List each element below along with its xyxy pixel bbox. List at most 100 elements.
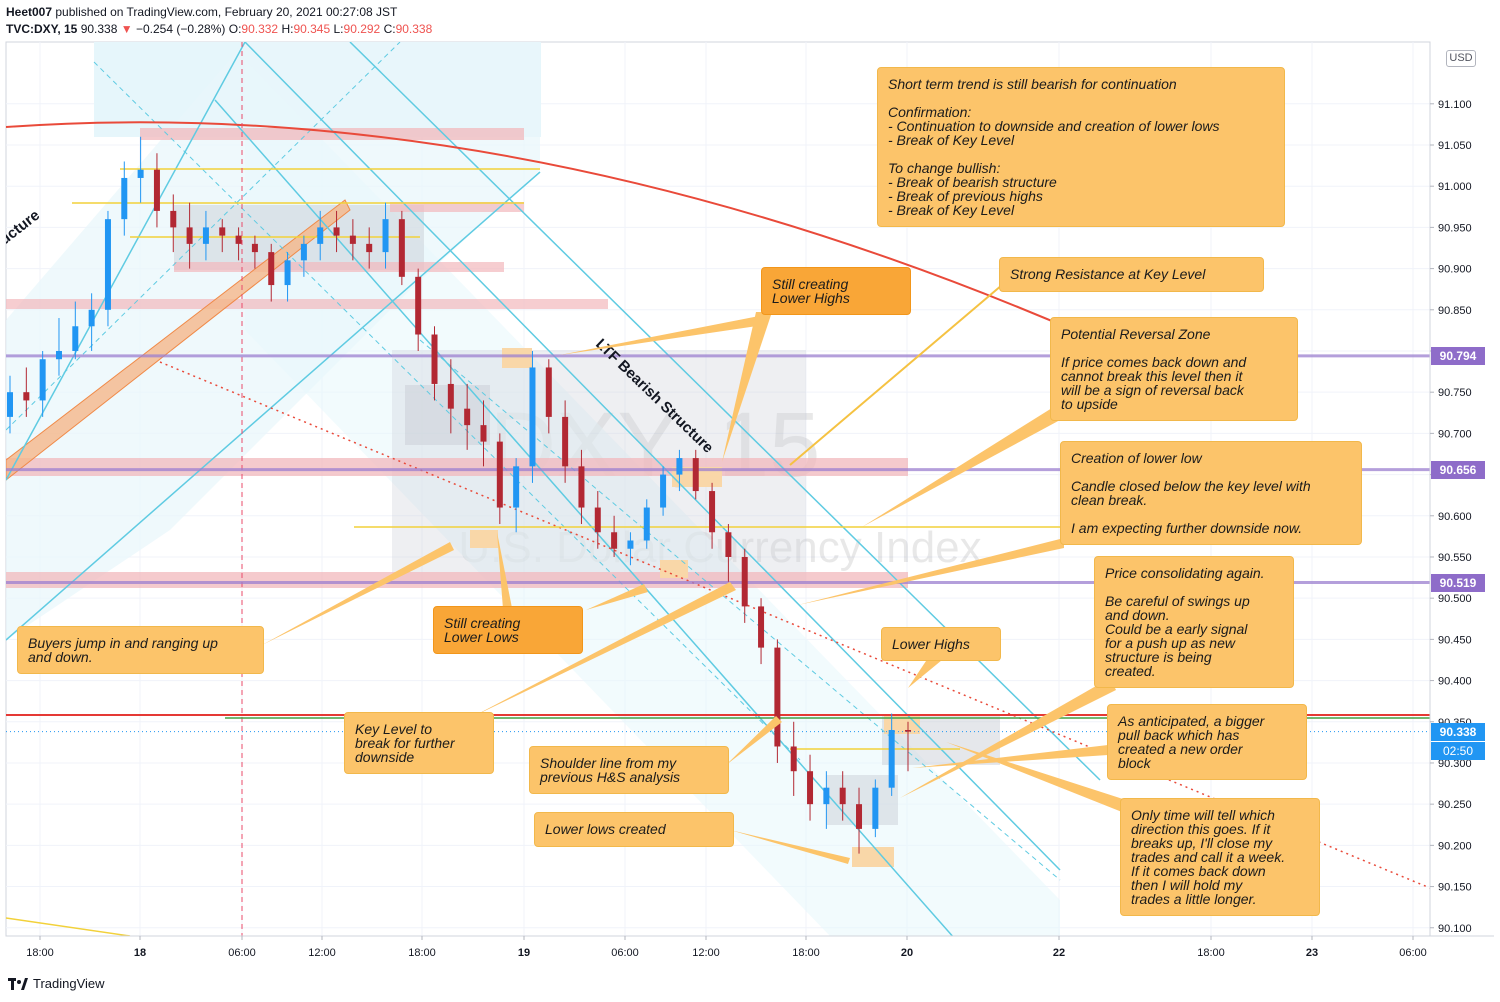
note-anticipated[interactable]: As anticipated, a bigger pull back which… <box>1107 704 1307 780</box>
note-lower-low[interactable]: Creation of lower low Candle closed belo… <box>1060 441 1362 545</box>
candlestick-series[interactable] <box>7 136 911 854</box>
rising-channel[interactable] <box>6 199 351 481</box>
supply-zone[interactable] <box>390 202 524 212</box>
note-reversal-zone[interactable]: Potential Reversal Zone If price comes b… <box>1050 317 1298 421</box>
candle-body[interactable] <box>464 408 471 426</box>
open-label: O: <box>228 22 242 36</box>
time-axis[interactable]: 18:00 18 06:00 12:00 18:00 19 06:00 12:00 18:00 2… <box>6 935 1494 959</box>
supply-zone[interactable] <box>6 458 908 476</box>
supply-zone[interactable] <box>174 262 504 272</box>
candle-body[interactable] <box>447 383 454 409</box>
candle-body[interactable] <box>839 787 846 805</box>
candle-body[interactable] <box>219 227 226 236</box>
candle-body[interactable] <box>888 730 895 788</box>
candle-body[interactable] <box>366 243 373 253</box>
candle-body[interactable] <box>104 219 111 310</box>
candle-body[interactable] <box>153 169 160 211</box>
candle-body[interactable] <box>660 474 667 508</box>
candle-body[interactable] <box>284 260 291 286</box>
candle-body[interactable] <box>349 235 356 244</box>
note-still-lower-lows[interactable]: Still creating Lower Lows <box>433 606 583 654</box>
candle-body[interactable] <box>480 425 487 442</box>
candle-body[interactable] <box>251 243 258 253</box>
note-still-lower-highs[interactable]: Still creating Lower Highs <box>761 267 911 315</box>
currency-badge[interactable]: USD <box>1446 50 1476 67</box>
candle-body[interactable] <box>88 309 95 327</box>
candle-body[interactable] <box>268 252 275 286</box>
candle-body[interactable] <box>578 466 585 508</box>
consolidation-box[interactable] <box>405 385 490 445</box>
candle-body[interactable] <box>758 606 765 648</box>
demand-zone[interactable] <box>6 572 908 588</box>
candle-body[interactable] <box>905 730 911 732</box>
note-buyers[interactable]: Buyers jump in and ranging up and down. <box>17 626 264 674</box>
candle-body[interactable] <box>7 392 13 417</box>
candle-body[interactable] <box>562 416 569 467</box>
candle-body[interactable] <box>496 441 503 508</box>
key-level-price-tag: 90.794 <box>1431 346 1485 365</box>
candle-body[interactable] <box>382 219 389 253</box>
bar-countdown: 02:50 <box>1431 741 1485 760</box>
candle-body[interactable] <box>431 334 438 384</box>
candle-body[interactable] <box>774 647 781 747</box>
candle-body[interactable] <box>790 746 797 772</box>
x-tick-label: 22 <box>1053 947 1065 959</box>
tradingview-logo[interactable]: TradingView <box>8 976 105 991</box>
candle-body[interactable] <box>333 227 340 236</box>
candle-body[interactable] <box>643 507 650 541</box>
candle-body[interactable] <box>709 491 716 533</box>
candle-body[interactable] <box>23 392 30 401</box>
candle-body[interactable] <box>186 227 193 244</box>
candle-body[interactable] <box>872 787 879 829</box>
x-tick-label: 12:00 <box>308 947 336 959</box>
note-strong-resistance[interactable]: Strong Resistance at Key Level <box>999 257 1264 292</box>
note-consolidating[interactable]: Price consolidating again. Be careful of… <box>1094 556 1294 688</box>
candle-body[interactable] <box>594 507 601 533</box>
candle-body[interactable] <box>72 326 79 351</box>
candle-body[interactable] <box>545 367 552 417</box>
candle-body[interactable] <box>741 556 748 607</box>
price-axis[interactable]: 90.10090.15090.20090.25090.30090.35090.4… <box>1429 42 1472 936</box>
note-key-level-break[interactable]: Key Level to break for further downside <box>344 712 494 774</box>
supply-zone[interactable] <box>6 299 608 309</box>
candle-body[interactable] <box>415 276 422 335</box>
candle-body[interactable] <box>39 359 46 401</box>
candle-body[interactable] <box>317 227 324 244</box>
candle-body[interactable] <box>725 532 732 557</box>
candle-body[interactable] <box>137 169 144 178</box>
candle-body[interactable] <box>300 243 307 261</box>
candle-body[interactable] <box>398 219 405 277</box>
supply-zone[interactable] <box>140 128 524 140</box>
highlight-box <box>884 716 920 734</box>
note-only-time[interactable]: Only time will tell which direction this… <box>1120 798 1320 916</box>
candle-body[interactable] <box>823 787 830 805</box>
candle-body[interactable] <box>807 771 814 805</box>
x-tick-label: 23 <box>1306 947 1318 959</box>
dotted-trendline[interactable] <box>159 361 1430 889</box>
candle-body[interactable] <box>611 532 618 549</box>
candle-body[interactable] <box>529 367 536 467</box>
candle-body[interactable] <box>235 235 242 244</box>
x-tick-label: 06:00 <box>228 947 256 959</box>
note-lower-lows-created[interactable]: Lower lows created <box>534 812 734 847</box>
candle-body[interactable] <box>121 177 128 220</box>
candle-body[interactable] <box>513 466 520 508</box>
y-tick-label: 90.500 <box>1438 593 1472 605</box>
close-value: 90.338 <box>395 22 433 36</box>
note-short-term[interactable]: Short term trend is still bearish for co… <box>877 67 1285 227</box>
note-lower-highs[interactable]: Lower Highs <box>881 627 1001 661</box>
chart-header: Heet007 published on TradingView.com, Fe… <box>0 0 1500 42</box>
author-name[interactable]: Heet007 <box>6 5 53 19</box>
candle-body[interactable] <box>692 458 699 492</box>
candle-body[interactable] <box>856 804 863 829</box>
publish-info: Heet007 published on TradingView.com, Fe… <box>6 5 397 19</box>
y-tick-label: 90.200 <box>1438 840 1472 852</box>
down-arrow-icon: ▼ <box>120 22 133 36</box>
note-shoulder[interactable]: Shoulder line from my previous H&S analy… <box>529 746 729 794</box>
candle-body[interactable] <box>170 210 177 228</box>
candle-body[interactable] <box>202 227 209 244</box>
candle-body[interactable] <box>676 458 683 475</box>
candle-body[interactable] <box>55 350 62 360</box>
symbol-label[interactable]: TVC:DXY, 15 <box>6 22 78 36</box>
candle-body[interactable] <box>627 540 634 549</box>
